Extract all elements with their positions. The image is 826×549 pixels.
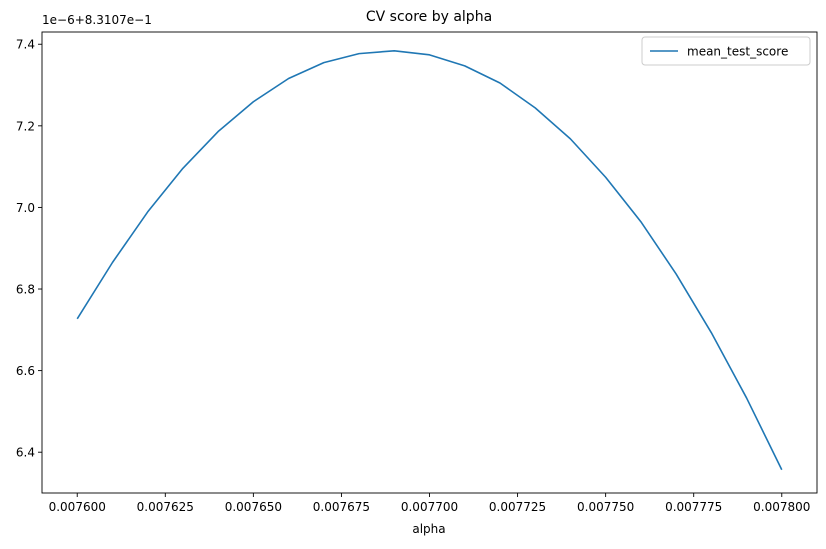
x-tick-label: 0.007625: [137, 500, 194, 514]
x-tick-label: 0.007600: [49, 500, 106, 514]
axes-frame: [41, 31, 818, 494]
plot-area: [41, 31, 818, 494]
x-tick-label: 0.007675: [313, 500, 370, 514]
legend-box: [641, 36, 811, 66]
x-axis-ticks: 0.007600 0.007625 0.007650 0.007675 0.007700…: [49, 493, 810, 514]
x-tick-label: 0.007750: [577, 500, 634, 514]
chart-title: CV score by alpha: [366, 9, 492, 25]
series-layer: [76, 49, 783, 471]
y-tick-label: 6.8: [16, 283, 35, 297]
x-axis-label: alpha: [412, 522, 445, 536]
x-tick-label: 0.007700: [401, 500, 458, 514]
y-tick-label: 7.4: [16, 38, 35, 52]
legend: mean_test_score: [641, 36, 811, 66]
y-tick-label: 7.0: [16, 201, 35, 215]
y-tick-label: 7.2: [16, 119, 35, 133]
legend-label: mean_test_score: [687, 45, 788, 59]
x-tick-label: 0.007775: [665, 500, 722, 514]
y-tick-label: 6.6: [16, 364, 35, 378]
x-tick-label: 0.007725: [489, 500, 546, 514]
x-tick-label: 0.007800: [753, 500, 810, 514]
y-axis-ticks: 6.4 6.6 6.8 7.0 7.2 7.4: [16, 38, 42, 460]
series-line-mean-test-score: [76, 49, 783, 471]
y-tick-label: 6.4: [16, 446, 35, 460]
y-offset-label: 1e−6+8.3107e−1: [42, 13, 152, 27]
x-tick-label: 0.007650: [225, 500, 282, 514]
